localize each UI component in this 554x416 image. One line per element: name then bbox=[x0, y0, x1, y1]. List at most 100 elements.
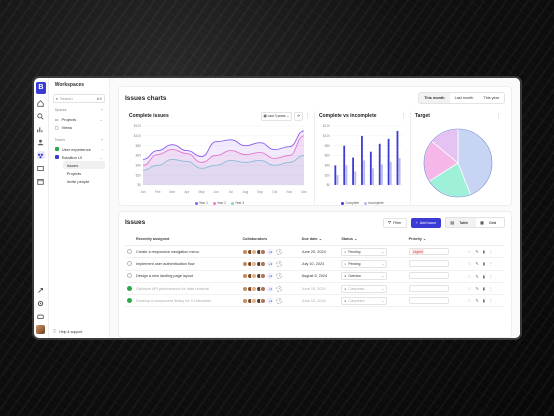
check-done-icon[interactable] bbox=[127, 285, 132, 291]
add-collaborator-icon[interactable]: + bbox=[276, 260, 283, 267]
notify-icon[interactable]: ♢ bbox=[467, 273, 472, 279]
search-icon[interactable] bbox=[37, 112, 45, 120]
issue-title[interactable]: Create a responsive navigation menu bbox=[134, 245, 241, 259]
collaborator-avatar[interactable] bbox=[260, 248, 267, 255]
edit-icon[interactable]: ✎ bbox=[475, 261, 479, 267]
priority-dropdown[interactable] bbox=[408, 296, 449, 304]
status-dropdown[interactable]: ● Pending ⌄ bbox=[341, 247, 388, 256]
add-collaborator-icon[interactable]: + bbox=[276, 248, 283, 255]
more-collaborators-badge[interactable]: +3 bbox=[267, 248, 274, 255]
grid-view-button[interactable]: ▦ Grid bbox=[480, 221, 496, 225]
check-circle-icon[interactable] bbox=[127, 260, 132, 266]
table-row[interactable]: Optimize API performance for data retrie… bbox=[125, 282, 505, 296]
notify-icon[interactable]: ♢ bbox=[467, 249, 472, 255]
teams-add-icon[interactable]: + bbox=[100, 138, 103, 142]
team-user-experience[interactable]: User experience › bbox=[53, 145, 105, 153]
user-avatar[interactable] bbox=[36, 325, 46, 334]
collaborator-avatar[interactable] bbox=[260, 297, 267, 304]
team-estallion-ui[interactable]: Estallion UI ⌄ bbox=[53, 153, 105, 161]
notify-icon[interactable]: ♢ bbox=[467, 298, 472, 304]
status-dropdown[interactable]: ● Overdue ⌄ bbox=[341, 272, 388, 281]
issue-title[interactable]: Optimize API performance for data retrie… bbox=[134, 282, 241, 296]
check-circle-icon[interactable] bbox=[127, 273, 132, 279]
settings-icon[interactable] bbox=[37, 299, 45, 307]
table-view-button[interactable]: ▤ Table bbox=[446, 218, 477, 227]
chevron-right-icon[interactable]: › bbox=[101, 146, 103, 152]
priority-dropdown[interactable] bbox=[408, 259, 449, 267]
chart-icon[interactable] bbox=[37, 125, 45, 133]
edit-icon[interactable]: ✎ bbox=[475, 273, 479, 279]
col-priority[interactable]: Priority ⌄ bbox=[406, 234, 466, 246]
more-options-icon[interactable]: ⋮ bbox=[488, 273, 493, 279]
more-collaborators-badge[interactable]: +3 bbox=[267, 260, 274, 267]
col-recently-assigned[interactable]: Recently assigned bbox=[134, 234, 241, 246]
help-support-link[interactable]: ⓘ Help & support bbox=[53, 329, 83, 334]
priority-dropdown[interactable] bbox=[408, 284, 449, 292]
notify-icon[interactable]: ♢ bbox=[467, 261, 472, 267]
more-options-icon[interactable]: ⋮ bbox=[488, 249, 493, 255]
filter-button[interactable]: ⛛ Filter bbox=[382, 217, 407, 228]
table-row[interactable]: Implement user authentication flow +3 + J… bbox=[125, 257, 505, 271]
trash-icon[interactable]: ▮ bbox=[482, 249, 485, 255]
issue-title[interactable]: Design a new landing page layout bbox=[134, 270, 241, 283]
more-collaborators-badge[interactable]: +3 bbox=[267, 297, 274, 304]
edit-icon[interactable]: ✎ bbox=[475, 249, 479, 255]
status-dropdown[interactable]: ● Pending ⌄ bbox=[341, 259, 388, 268]
refresh-button[interactable]: ⟳ bbox=[294, 111, 303, 121]
collaborator-avatar[interactable] bbox=[260, 260, 267, 267]
home-icon[interactable] bbox=[37, 99, 45, 107]
trash-icon[interactable]: ▮ bbox=[482, 261, 485, 267]
more-collaborators-badge[interactable]: +3 bbox=[267, 273, 274, 280]
sidebar-item-projects[interactable]: ▭ Projects ⌄ bbox=[53, 115, 105, 123]
check-done-icon[interactable] bbox=[127, 297, 132, 303]
date-filter-button[interactable]: ▦ Last 3 years ⌄ bbox=[260, 111, 293, 121]
sidebar-item-projects-sub[interactable]: Projects bbox=[66, 171, 82, 176]
edit-icon[interactable]: ✎ bbox=[475, 298, 479, 304]
storage-icon[interactable] bbox=[37, 312, 45, 320]
more-options-icon[interactable]: ⋮ bbox=[488, 286, 493, 292]
sidebar-item-views[interactable]: ▢ Views bbox=[53, 123, 105, 131]
status-dropdown[interactable]: ● Completed ⌄ bbox=[341, 284, 388, 293]
teams-icon[interactable] bbox=[36, 151, 45, 159]
table-row[interactable]: Design a new landing page layout +3 + Aug… bbox=[125, 270, 505, 283]
edit-icon[interactable]: ✎ bbox=[475, 286, 479, 292]
sidebar-item-issues[interactable]: Issues bbox=[62, 161, 105, 169]
add-collaborator-icon[interactable]: + bbox=[276, 285, 283, 292]
more-options-icon[interactable]: ⋮ bbox=[305, 112, 310, 119]
table-row[interactable]: Develop a component library for UI eleme… bbox=[125, 294, 505, 308]
more-options-icon[interactable]: ⋮ bbox=[496, 112, 501, 119]
chevron-down-icon[interactable]: ⌄ bbox=[99, 116, 103, 122]
inbox-icon[interactable] bbox=[37, 164, 45, 172]
check-circle-icon[interactable] bbox=[127, 248, 132, 254]
integrations-icon[interactable] bbox=[37, 286, 45, 294]
tab-this-year[interactable]: This year bbox=[483, 96, 499, 100]
tab-last-month[interactable]: Last month bbox=[454, 96, 474, 100]
status-dropdown[interactable]: ● Completed ⌄ bbox=[341, 296, 388, 305]
col-due-date[interactable]: Due date ⌄ bbox=[299, 234, 340, 246]
more-options-icon[interactable]: ⋮ bbox=[488, 298, 493, 304]
col-status[interactable]: Status ⌄ bbox=[339, 234, 407, 246]
add-collaborator-icon[interactable]: + bbox=[276, 273, 283, 280]
priority-dropdown[interactable]: Urgent bbox=[408, 248, 449, 256]
sidebar-item-invite[interactable]: Invite people bbox=[66, 179, 90, 184]
more-collaborators-badge[interactable]: +3 bbox=[267, 285, 274, 292]
trash-icon[interactable]: ▮ bbox=[482, 273, 485, 279]
calendar-icon[interactable] bbox=[37, 177, 45, 185]
add-issue-button[interactable]: + Add issue bbox=[410, 217, 442, 228]
more-options-icon[interactable]: ⋮ bbox=[488, 261, 493, 267]
trash-icon[interactable]: ▮ bbox=[482, 286, 485, 292]
issue-title[interactable]: Implement user authentication flow bbox=[134, 257, 241, 271]
trash-icon[interactable]: ▮ bbox=[482, 298, 485, 304]
tab-this-month[interactable]: This month bbox=[419, 93, 450, 103]
more-options-icon[interactable]: ⋮ bbox=[401, 112, 406, 119]
sidebar-search[interactable]: ⌕ Search ⌘K bbox=[52, 94, 105, 103]
users-icon[interactable] bbox=[37, 138, 45, 146]
collaborator-avatar[interactable] bbox=[260, 273, 267, 280]
notify-icon[interactable]: ♢ bbox=[467, 286, 472, 292]
chevron-down-icon[interactable]: ⌄ bbox=[99, 154, 103, 160]
issue-title[interactable]: Develop a component library for UI eleme… bbox=[134, 294, 241, 308]
table-row[interactable]: Create a responsive navigation menu +3 + … bbox=[125, 245, 505, 259]
collaborator-avatar[interactable] bbox=[260, 285, 267, 292]
spaces-add-icon[interactable]: + bbox=[100, 108, 103, 112]
add-collaborator-icon[interactable]: + bbox=[276, 297, 283, 304]
